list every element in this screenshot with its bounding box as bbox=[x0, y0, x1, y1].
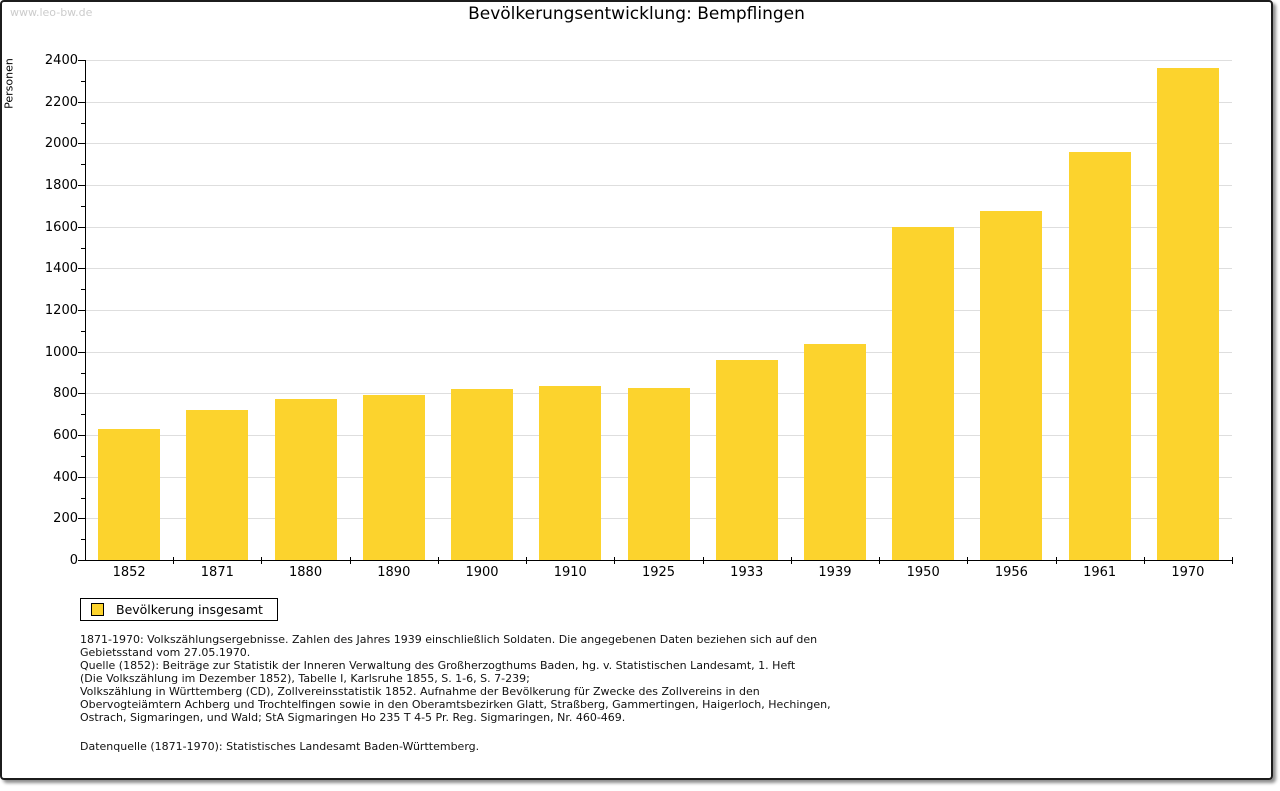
x-tick-label: 1961 bbox=[1083, 565, 1117, 580]
bar-1933 bbox=[715, 360, 778, 560]
footnote-line: 1871-1970: Volkszählungsergebnisse. Zahl… bbox=[80, 633, 818, 646]
y-axis-tick bbox=[78, 393, 85, 395]
y-tick-label: 1600 bbox=[44, 219, 78, 235]
footnote-line: Ostrach, Sigmaringen, und Wald; StA Sigm… bbox=[80, 711, 626, 724]
footnotes: 1871-1970: Volkszählungsergebnisse. Zahl… bbox=[80, 633, 1220, 724]
x-tick-label: 1939 bbox=[818, 565, 852, 580]
y-axis-tick bbox=[78, 268, 85, 270]
y-axis-tick bbox=[78, 518, 85, 520]
bar-1956 bbox=[980, 211, 1043, 560]
y-axis-label: Personen bbox=[2, 58, 16, 109]
datasource-line: Datenquelle (1871-1970): Statistisches L… bbox=[80, 740, 480, 753]
x-tick-label: 1933 bbox=[730, 565, 764, 580]
legend: Bevölkerung insgesamt bbox=[80, 598, 278, 621]
y-axis-minor-tick bbox=[81, 539, 85, 541]
gridline bbox=[85, 310, 1232, 311]
y-tick-label: 200 bbox=[53, 511, 78, 527]
y-axis-minor-tick bbox=[81, 164, 85, 166]
y-axis-tick bbox=[78, 560, 85, 561]
y-tick-label: 1400 bbox=[44, 261, 78, 277]
gridline bbox=[85, 351, 1232, 353]
footnote-line: Gebietsstand vom 27.05.1970. bbox=[80, 646, 251, 659]
y-axis-minor-tick bbox=[81, 455, 85, 457]
y-axis-minor-tick bbox=[81, 372, 85, 374]
y-axis-tick bbox=[78, 101, 85, 103]
bar-1950 bbox=[892, 227, 955, 560]
y-tick-label: 2000 bbox=[44, 136, 78, 152]
y-tick-label: 800 bbox=[53, 386, 78, 402]
legend-label: Bevölkerung insgesamt bbox=[116, 602, 263, 617]
y-axis-tick bbox=[78, 60, 85, 61]
gridline bbox=[85, 226, 1232, 228]
y-axis bbox=[85, 60, 86, 561]
x-tick-label: 1925 bbox=[641, 565, 676, 580]
y-axis-tick bbox=[78, 476, 85, 478]
bar-1970 bbox=[1156, 68, 1219, 560]
y-tick-label: 1000 bbox=[44, 344, 78, 360]
y-tick-label: 1200 bbox=[44, 303, 78, 318]
y-axis-minor-tick bbox=[81, 80, 85, 82]
y-axis-tick bbox=[78, 143, 85, 145]
x-tick-label: 1970 bbox=[1171, 565, 1205, 580]
x-tick-label: 1956 bbox=[994, 565, 1028, 580]
bar-1900 bbox=[451, 389, 514, 560]
gridline bbox=[85, 143, 1232, 145]
bar-1890 bbox=[362, 395, 425, 560]
y-axis-minor-tick bbox=[81, 289, 85, 291]
bar-1925 bbox=[627, 387, 690, 560]
footnote-line: Obervogteiämtern Achberg und Trochtelfin… bbox=[80, 698, 831, 711]
y-axis-minor-tick bbox=[81, 414, 85, 416]
x-axis bbox=[85, 560, 1233, 561]
x-tick-label: 1852 bbox=[112, 565, 146, 580]
x-tick-label: 1871 bbox=[200, 565, 234, 580]
y-axis-tick bbox=[78, 310, 85, 311]
x-tick-label: 1880 bbox=[289, 565, 323, 580]
x-tick-label: 1890 bbox=[377, 565, 411, 580]
y-axis-minor-tick bbox=[81, 497, 85, 499]
gridline bbox=[85, 60, 1232, 61]
gridline bbox=[85, 101, 1232, 103]
bar-1961 bbox=[1068, 151, 1131, 560]
y-axis-minor-tick bbox=[81, 247, 85, 249]
watermark: www.leo-bw.de bbox=[10, 6, 93, 19]
bar-1880 bbox=[274, 398, 337, 560]
y-tick-label: 600 bbox=[53, 428, 78, 443]
y-tick-label: 1800 bbox=[44, 178, 78, 193]
gridline bbox=[85, 185, 1232, 186]
y-axis-tick bbox=[78, 226, 85, 228]
x-tick-label: 1910 bbox=[553, 565, 587, 580]
gridline bbox=[85, 268, 1232, 270]
bar-1852 bbox=[98, 428, 161, 560]
x-tick-label: 1900 bbox=[465, 565, 499, 580]
y-tick-label: 400 bbox=[53, 469, 78, 485]
y-axis-tick bbox=[78, 435, 85, 436]
x-tick-label: 1950 bbox=[906, 565, 940, 580]
y-axis-minor-tick bbox=[81, 122, 85, 124]
footnote-line: (Die Volkszählung im Dezember 1852), Tab… bbox=[80, 672, 530, 685]
y-axis-tick bbox=[78, 351, 85, 353]
footnote-line: Volkszählung in Württemberg (CD), Zollve… bbox=[80, 685, 760, 698]
y-tick-label: 0 bbox=[69, 553, 78, 568]
bar-1939 bbox=[803, 343, 866, 560]
footnote-line: Quelle (1852): Beiträge zur Statistik de… bbox=[80, 659, 796, 672]
bar-1871 bbox=[186, 410, 249, 560]
y-axis-tick bbox=[78, 185, 85, 186]
y-tick-label: 2200 bbox=[44, 94, 78, 110]
y-axis-minor-tick bbox=[81, 205, 85, 207]
legend-swatch-icon bbox=[91, 603, 104, 616]
bar-1910 bbox=[539, 386, 602, 560]
y-tick-label: 2400 bbox=[44, 53, 78, 68]
y-axis-minor-tick bbox=[81, 330, 85, 332]
chart-title: Bevölkerungsentwicklung: Bempflingen bbox=[468, 4, 805, 24]
